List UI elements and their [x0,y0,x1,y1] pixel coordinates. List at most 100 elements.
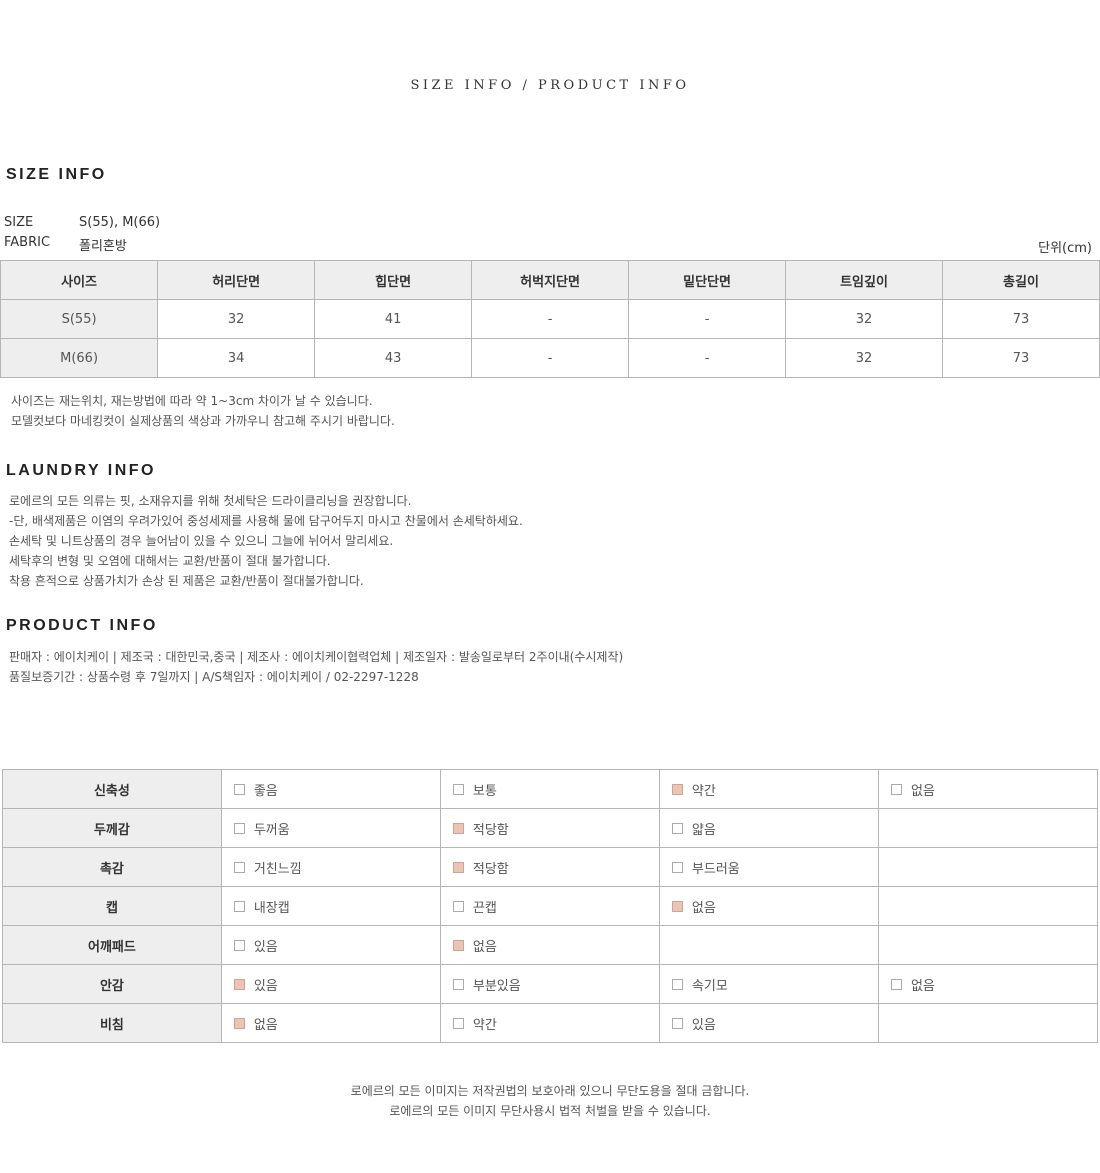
fabric-option-cell: 없음 [877,964,1099,1004]
fabric-attribute-label: 촉감 [2,847,222,887]
fabric-option: 없음 [222,1014,440,1033]
fabric-option-cell [877,1003,1099,1043]
option-label: 없음 [253,1017,278,1033]
option-label: 보통 [472,783,497,799]
checkbox-icon [452,900,464,912]
fabric-option: 적당함 [441,819,659,838]
option-label: 부분있음 [472,978,521,994]
fabric-option: 거친느낌 [222,858,440,877]
fabric-option: 없음 [660,897,878,916]
fabric-option: 부드러움 [660,858,878,877]
size-table-header: 사이즈 허리단면 힙단면 허벅지단면 밑단단면 트임깊이 총길이 [0,260,1100,300]
column-header: 밑단단면 [628,260,787,300]
fabric-row: 비침 없음 약간 있음 [2,1003,1099,1043]
laundry-text: 로에르의 모든 의류는 핏, 소재유지를 위해 첫세탁은 드라이클리닝을 권장합… [9,491,523,591]
checkbox-icon [890,783,902,795]
fabric-option-cell: 있음 [658,1003,879,1043]
fabric-option-cell: 속기모 [658,964,879,1004]
laundry-line: 착용 흔적으로 상품가치가 손상 된 제품은 교환/반품이 절대불가합니다. [9,574,364,588]
fabric-option-cell [877,886,1099,926]
option-label: 없음 [910,978,935,994]
fabric-row: 안감 있음 부분있음 속기모 없음 [2,964,1099,1004]
fabric-option-cell: 두꺼움 [220,808,441,848]
fabric-attribute-label: 어깨패드 [2,925,222,965]
size-value: S(55), M(66) [79,215,161,230]
fabric-option-cell: 내장캡 [220,886,441,926]
table-cell: - [471,338,630,378]
column-header: 사이즈 [0,260,159,300]
option-label: 없음 [691,900,716,916]
table-cell: - [628,338,787,378]
checkbox-icon [890,978,902,990]
checked-checkbox-icon [671,783,683,795]
fabric-option: 약간 [660,780,878,799]
fabric-option-cell: 있음 [220,925,441,965]
fabric-option-cell: 적당함 [439,847,660,887]
fabric-option-cell [877,847,1099,887]
footer-line: 로에르의 모든 이미지 무단사용시 법적 처벌을 받을 수 있습니다. [389,1104,711,1118]
option-label: 없음 [910,783,935,799]
fabric-option: 끈캡 [441,897,659,916]
copyright-footer: 로에르의 모든 이미지는 저작권법의 보호아래 있으니 무단도용을 절대 금합니… [0,1081,1100,1121]
fabric-option: 좋음 [222,780,440,799]
table-cell: 73 [942,299,1100,339]
fabric-row: 캡 내장캡 끈캡 없음 [2,886,1099,926]
fabric-option-cell: 부분있음 [439,964,660,1004]
fabric-option: 속기모 [660,975,878,994]
fabric-option: 있음 [222,975,440,994]
page-title: SIZE INFO / PRODUCT INFO [410,78,690,93]
table-cell: 43 [314,338,473,378]
fabric-option-cell [658,925,879,965]
checkbox-icon [233,939,245,951]
fabric-row: 촉감 거친느낌 적당함 부드러움 [2,847,1099,887]
option-label: 얇음 [691,822,716,838]
column-header: 총길이 [942,260,1100,300]
checked-checkbox-icon [233,978,245,990]
checkbox-icon [452,1017,464,1029]
fabric-option-cell: 끈캡 [439,886,660,926]
product-line: 품질보증기간 : 상품수령 후 7일까지 | A/S책임자 : 에이치케이 / … [9,670,419,684]
column-header: 허리단면 [157,260,316,300]
checked-checkbox-icon [452,939,464,951]
fabric-option-cell: 부드러움 [658,847,879,887]
size-label: SIZE [4,215,34,230]
checkbox-icon [671,822,683,834]
table-cell: - [471,299,630,339]
fabric-option-cell: 없음 [658,886,879,926]
fabric-option: 없음 [441,936,659,955]
checkbox-icon [671,1017,683,1029]
table-cell: - [628,299,787,339]
fabric-option-cell: 거친느낌 [220,847,441,887]
fabric-option-cell: 약간 [658,769,879,809]
unit-label: 단위(cm) [1038,241,1092,256]
option-label: 좋음 [253,783,278,799]
checkbox-icon [452,783,464,795]
fabric-attribute-label: 비침 [2,1003,222,1043]
footer-line: 로에르의 모든 이미지는 저작권법의 보호아래 있으니 무단도용을 절대 금합니… [350,1084,750,1098]
option-label: 있음 [253,978,278,994]
column-header: 허벅지단면 [471,260,630,300]
checked-checkbox-icon [452,861,464,873]
laundry-line: -단, 배색제품은 이염의 우려가있어 중성세제를 사용해 물에 담구어두지 마… [9,514,523,528]
fabric-option: 약간 [441,1014,659,1033]
checkbox-icon [233,783,245,795]
option-label: 약간 [472,1017,497,1033]
fabric-option: 없음 [879,780,1097,799]
checkbox-icon [233,900,245,912]
fabric-option-cell: 없음 [877,769,1099,809]
table-cell: 32 [785,299,943,339]
fabric-option-cell: 없음 [439,925,660,965]
fabric-option: 없음 [879,975,1097,994]
fabric-option-cell: 보통 [439,769,660,809]
fabric-option: 부분있음 [441,975,659,994]
checked-checkbox-icon [671,900,683,912]
laundry-line: 손세탁 및 니트상품의 경우 늘어남이 있을 수 있으니 그늘에 뉘어서 말리세… [9,534,394,548]
fabric-option-cell: 있음 [220,964,441,1004]
laundry-line: 로에르의 모든 의류는 핏, 소재유지를 위해 첫세탁은 드라이클리닝을 권장합… [9,494,412,508]
checkbox-icon [671,861,683,873]
table-cell: 32 [785,338,943,378]
option-label: 두꺼움 [253,822,290,838]
fabric-chart-table: 신축성 좋음 보통 약간 없음 두께감 두꺼움 적당함 얇음 촉감 거친느낌 적당함 부드러움 캡 내장캡 끈… [2,769,1099,1043]
laundry-info-heading: LAUNDRY INFO [6,462,156,479]
fabric-option: 적당함 [441,858,659,877]
